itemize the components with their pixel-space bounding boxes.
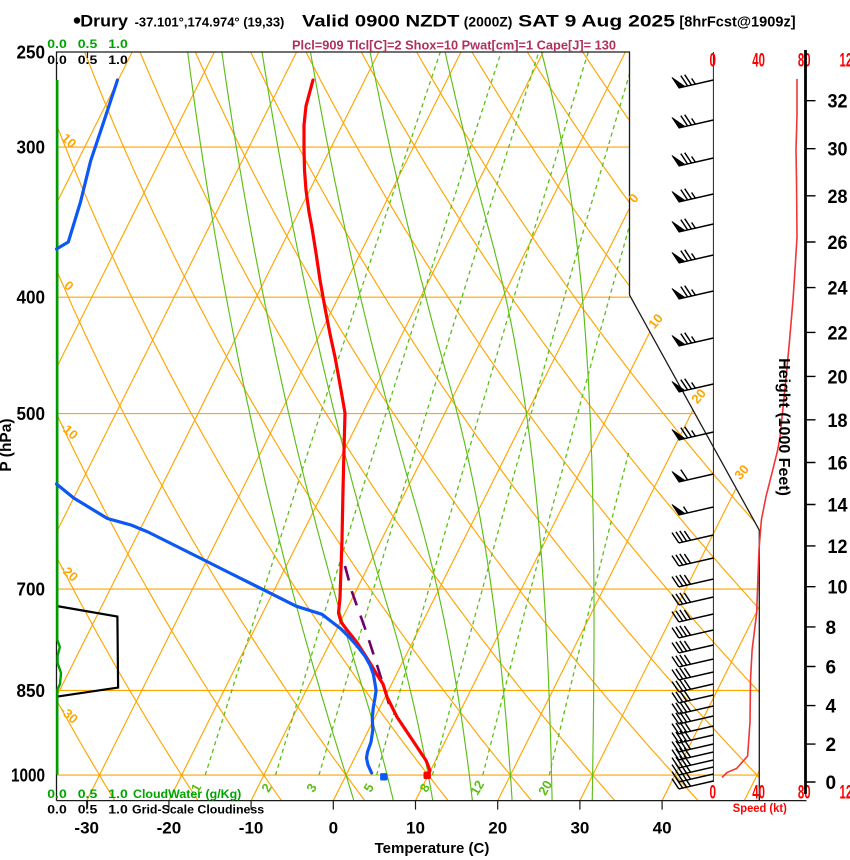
svg-text:0: 0 — [710, 50, 717, 71]
svg-text:Valid 0900 NZDT: Valid 0900 NZDT — [302, 12, 460, 31]
svg-text:40: 40 — [752, 783, 765, 804]
svg-text:700: 700 — [17, 580, 46, 600]
svg-text:22: 22 — [828, 323, 848, 344]
svg-text:8: 8 — [826, 618, 837, 639]
svg-text:20: 20 — [488, 819, 507, 838]
svg-text:26: 26 — [828, 233, 848, 254]
svg-text:12: 12 — [828, 537, 848, 558]
svg-text:-20: -20 — [157, 819, 182, 838]
svg-text:32: 32 — [828, 92, 848, 113]
svg-text:14: 14 — [828, 496, 848, 517]
svg-text:0.5: 0.5 — [78, 803, 98, 817]
svg-text:500: 500 — [17, 404, 46, 424]
svg-text:0.5: 0.5 — [78, 787, 98, 801]
svg-text:400: 400 — [17, 288, 46, 308]
svg-text:0.0: 0.0 — [47, 787, 67, 801]
svg-text:Grid-Scale Cloudiness: Grid-Scale Cloudiness — [132, 803, 264, 817]
svg-text:1.0: 1.0 — [108, 37, 128, 51]
svg-text:0: 0 — [826, 773, 837, 794]
svg-text:(2000Z): (2000Z) — [464, 13, 513, 29]
svg-text:Drury: Drury — [80, 12, 128, 31]
svg-text:-10: -10 — [239, 819, 264, 838]
svg-text:120: 120 — [840, 50, 850, 71]
svg-text:2: 2 — [826, 735, 837, 756]
svg-text:20: 20 — [828, 367, 848, 388]
svg-text:28: 28 — [828, 187, 848, 208]
svg-text:40: 40 — [752, 50, 765, 71]
svg-text:30: 30 — [828, 140, 848, 161]
svg-text:0: 0 — [329, 819, 338, 838]
svg-text:1000: 1000 — [11, 766, 45, 786]
svg-text:40: 40 — [653, 819, 672, 838]
svg-text:18: 18 — [828, 411, 848, 432]
svg-text:1.0: 1.0 — [108, 787, 128, 801]
svg-text:6: 6 — [826, 658, 837, 679]
svg-text:12: 12 — [467, 778, 487, 798]
svg-text:10: 10 — [406, 819, 425, 838]
svg-text:10: 10 — [828, 578, 848, 599]
svg-text:120: 120 — [840, 783, 850, 804]
svg-text:4: 4 — [826, 697, 837, 718]
svg-text:1.0: 1.0 — [108, 803, 128, 817]
svg-text:250: 250 — [17, 43, 46, 63]
svg-text:0.5: 0.5 — [78, 37, 98, 51]
svg-text:CloudWater (g/Kg): CloudWater (g/Kg) — [133, 787, 241, 801]
svg-text:[8hrFcst@1909z]: [8hrFcst@1909z] — [679, 14, 795, 30]
svg-text:-30: -30 — [74, 819, 99, 838]
svg-text:1.0: 1.0 — [108, 53, 128, 67]
svg-text:0.0: 0.0 — [47, 37, 67, 51]
svg-text:Speed (kt): Speed (kt) — [733, 803, 787, 815]
svg-text:30: 30 — [570, 819, 589, 838]
svg-text:0.5: 0.5 — [78, 53, 98, 67]
svg-text:24: 24 — [828, 279, 848, 300]
svg-text:Temperature (C): Temperature (C) — [375, 840, 490, 857]
svg-text:SAT 9 Aug 2025: SAT 9 Aug 2025 — [518, 12, 675, 31]
svg-text:20: 20 — [535, 778, 555, 798]
svg-text:Plcl=909 Tlcl[C]=2 Shox=10 Pwa: Plcl=909 Tlcl[C]=2 Shox=10 Pwat[cm]=1 Ca… — [292, 38, 616, 53]
svg-text:0.0: 0.0 — [47, 803, 67, 817]
svg-text:300: 300 — [17, 138, 46, 158]
svg-text:0.0: 0.0 — [47, 53, 67, 67]
svg-text:850: 850 — [17, 681, 46, 701]
svg-text:16: 16 — [828, 453, 848, 474]
svg-text:P (hPa): P (hPa) — [0, 418, 15, 471]
svg-text:Height (1000 Feet): Height (1000 Feet) — [775, 358, 792, 496]
svg-text:-37.101°,174.974° (19,33): -37.101°,174.974° (19,33) — [135, 14, 285, 29]
svg-text:0: 0 — [710, 783, 717, 804]
